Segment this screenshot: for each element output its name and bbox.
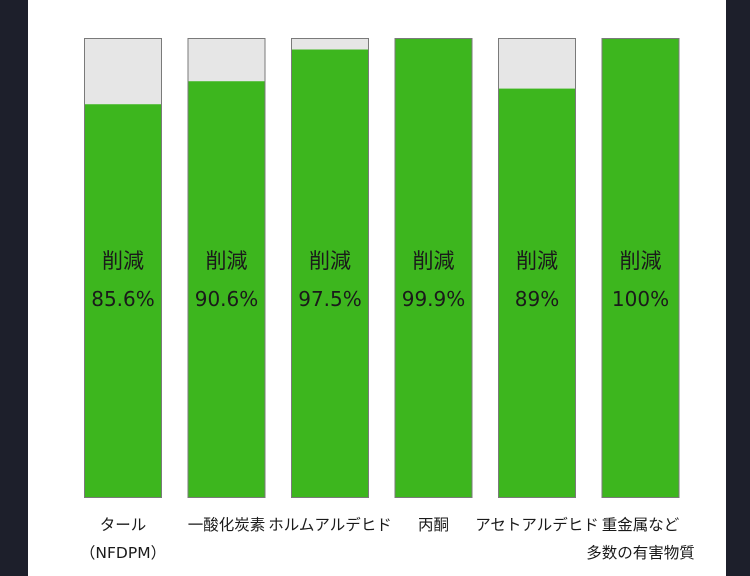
bar — [291, 49, 369, 498]
bar-label-action: 削減 — [413, 249, 455, 273]
data-label: 90.6% — [195, 287, 259, 311]
category-label: 重金属など — [602, 516, 680, 534]
bar-group: 削減 90.6% 一酸化炭素 — [187, 38, 266, 534]
bar-label-action: 削減 — [516, 249, 558, 273]
bar-label-action: 削減 — [102, 249, 144, 273]
category-label: 多数の有害物質 — [586, 544, 695, 562]
bar — [394, 38, 473, 499]
bar-border — [601, 38, 680, 498]
bar — [601, 38, 680, 498]
category-label: 丙酮 — [418, 516, 449, 534]
bar-border — [187, 38, 266, 498]
data-label: 99.9% — [402, 287, 466, 311]
category-label: アセトアルデヒド — [475, 515, 599, 534]
bar — [84, 104, 162, 499]
bar-border — [84, 38, 162, 498]
bar-border — [394, 38, 473, 498]
bar-group: 削減 85.6% タール （NFDPM） — [80, 38, 166, 562]
data-label: 97.5% — [298, 287, 362, 311]
bar-label-action: 削減 — [206, 249, 248, 273]
bar — [498, 88, 576, 498]
bar-label-action: 削減 — [620, 249, 662, 273]
data-label: 100% — [612, 287, 669, 311]
bar-group: 削減 97.5% ホルムアルデヒド — [268, 38, 392, 534]
data-label: 89% — [515, 287, 559, 311]
category-label: 一酸化炭素 — [188, 516, 266, 534]
category-label: タール — [100, 516, 147, 534]
bar-group: 削減 89% アセトアルデヒド — [475, 38, 599, 534]
bar — [187, 81, 266, 499]
data-label: 85.6% — [91, 287, 155, 311]
bar-border — [291, 38, 369, 498]
category-label: （NFDPM） — [80, 544, 166, 562]
bar-label-action: 削減 — [309, 249, 351, 273]
category-label: ホルムアルデヒド — [268, 515, 392, 534]
bar-group: 削減 99.9% 丙酮 — [394, 38, 473, 534]
bar-border — [498, 38, 576, 498]
